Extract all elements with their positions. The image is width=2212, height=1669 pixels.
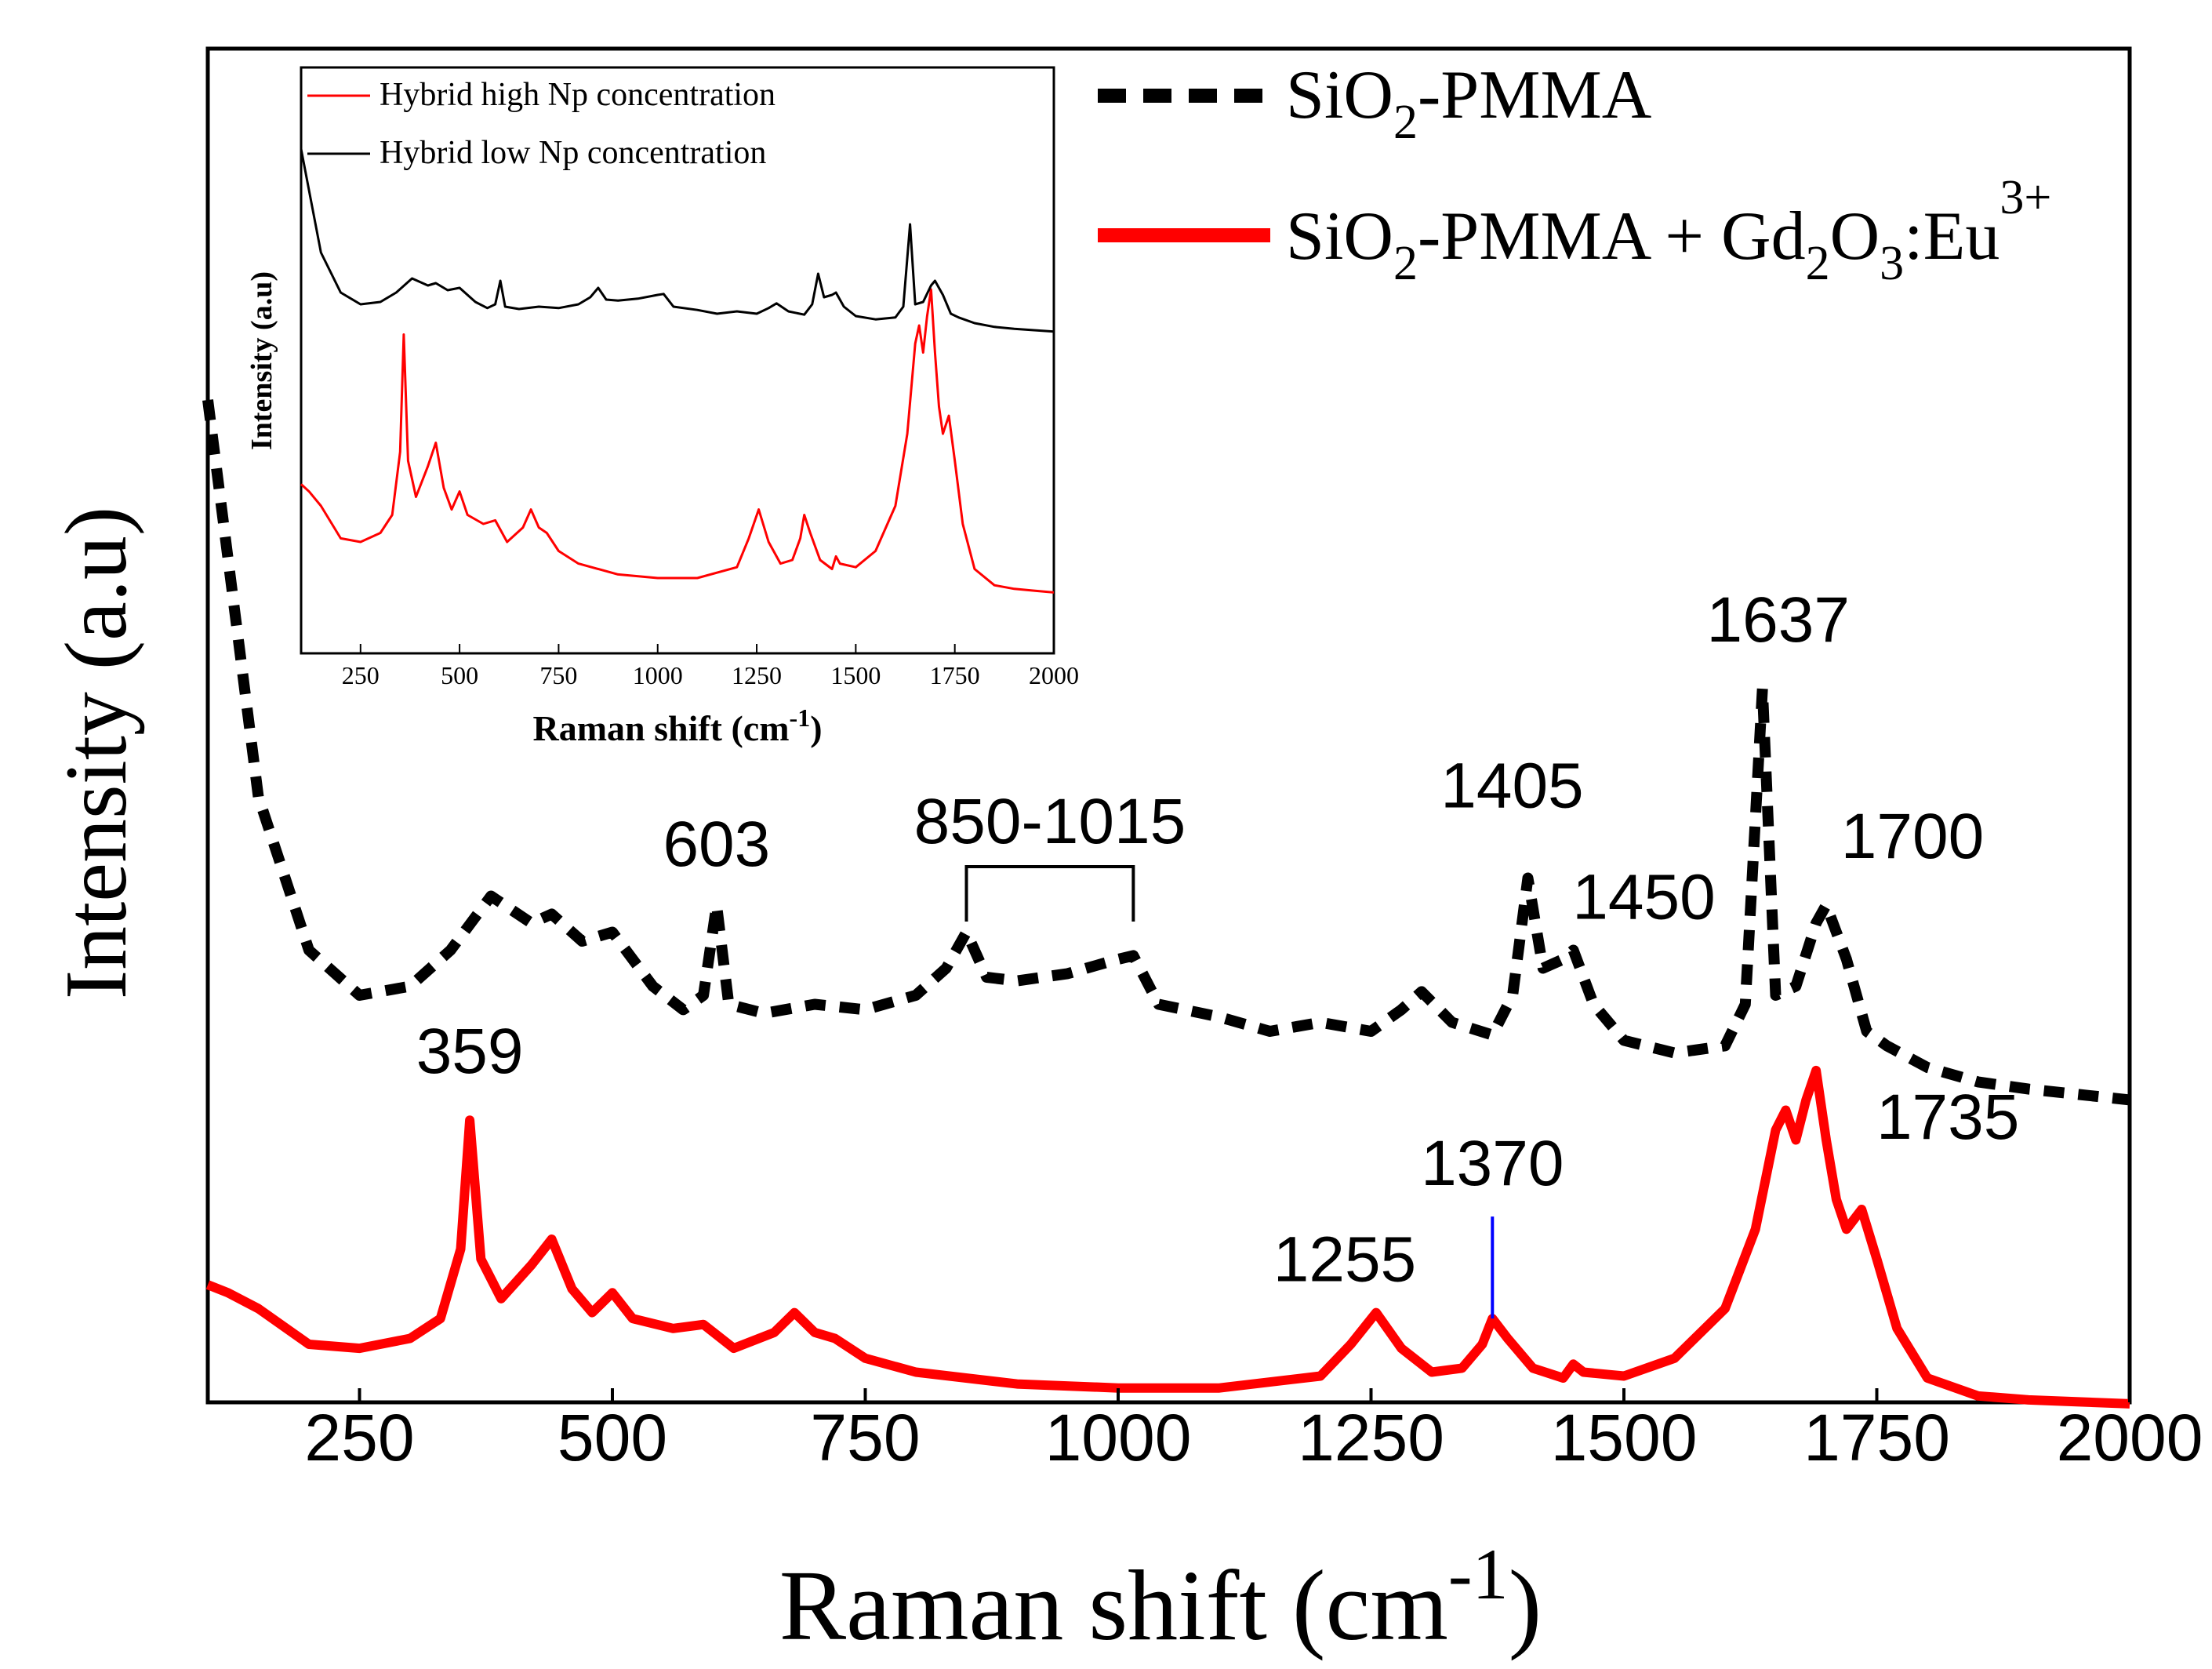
main-x-tick-label: 2000 xyxy=(2057,1401,2203,1474)
main-x-tick-label: 500 xyxy=(558,1401,667,1474)
main-x-tick-label: 1000 xyxy=(1045,1401,1192,1474)
inset-x-tick-label: 1250 xyxy=(732,661,782,689)
main-series-line-1 xyxy=(205,1065,2130,1409)
inset-x-tick-label: 1000 xyxy=(633,661,683,689)
annotation-label: 1450 xyxy=(1572,862,1715,933)
annotation-label: 603 xyxy=(663,809,770,880)
annotation-label: 1637 xyxy=(1707,584,1850,656)
main-x-tick-label: 1500 xyxy=(1551,1401,1698,1474)
main-x-tick-label: 1250 xyxy=(1298,1401,1444,1474)
legend-entry-hybrid-gd2o3: SiO2-PMMA + Gd2O3:Eu3+ xyxy=(1286,171,2051,290)
main-series-layer xyxy=(202,399,2130,1409)
main-x-tick-label: 250 xyxy=(304,1401,414,1474)
inset-x-tick-label: 250 xyxy=(342,661,380,689)
inset-x-tick-label: 750 xyxy=(539,661,577,689)
inset-x-tick-label: 1500 xyxy=(830,661,881,689)
inset-x-tick-label: 500 xyxy=(441,661,478,689)
inset-legend-entry-high: Hybrid high Np concentration xyxy=(380,77,775,113)
legend-entry-sio2-pmma: SiO2-PMMA xyxy=(1286,57,1651,149)
main-x-label-text: Raman shift (cm xyxy=(779,1550,1448,1661)
inset-x-ticks: 250 500 750 1000 1250 1500 1750 2000 xyxy=(342,644,1079,689)
annotation-label: 1255 xyxy=(1273,1224,1416,1296)
annotation-label: 1405 xyxy=(1440,751,1583,822)
main-x-tick-label: 1750 xyxy=(1803,1401,1950,1474)
inset-legend-entry-low: Hybrid low Np concentration xyxy=(380,135,766,171)
inset-y-axis-label: Intensity (a.u) xyxy=(245,271,278,450)
annotation-label: 1735 xyxy=(1876,1082,2019,1153)
inset-series-line-1 xyxy=(300,148,1055,333)
annotation-label: 1700 xyxy=(1841,801,1984,872)
main-x-axis-label: Raman shift (cm-1) xyxy=(779,1534,1542,1661)
main-legend: SiO2-PMMA SiO2-PMMA + Gd2O3:Eu3+ xyxy=(1098,57,2051,290)
main-plot-frame xyxy=(205,46,2132,1405)
main-y-axis-label: Intensity (a.u) xyxy=(48,507,145,999)
inset-x-tick-label: 1750 xyxy=(930,661,980,689)
main-x-label-sup: -1 xyxy=(1448,1534,1509,1614)
main-x-ticks: 250 500 750 1000 1250 1500 1750 2000 xyxy=(304,1388,2203,1474)
annotation-bracket xyxy=(964,865,1135,922)
annotation-label: 1370 xyxy=(1421,1128,1564,1199)
inset-chart: 250 500 750 1000 1250 1500 1750 2000 Hybrid hig… xyxy=(245,66,1079,748)
inset-series-line-0 xyxy=(300,288,1055,594)
main-x-label-close: ) xyxy=(1509,1550,1542,1661)
inset-plot-frame xyxy=(300,66,1055,655)
inset-x-tick-label: 2000 xyxy=(1029,661,1079,689)
inset-series-layer xyxy=(300,148,1055,594)
main-series-line-0 xyxy=(202,399,2130,1106)
annotation-label: 359 xyxy=(416,1016,524,1087)
inset-legend: Hybrid high Np concentration Hybrid low … xyxy=(307,77,775,171)
inset-x-axis-label: Raman shift (cm-1) xyxy=(532,704,822,748)
main-x-tick-label: 750 xyxy=(810,1401,920,1474)
annotation-label: 850-1015 xyxy=(914,786,1186,857)
